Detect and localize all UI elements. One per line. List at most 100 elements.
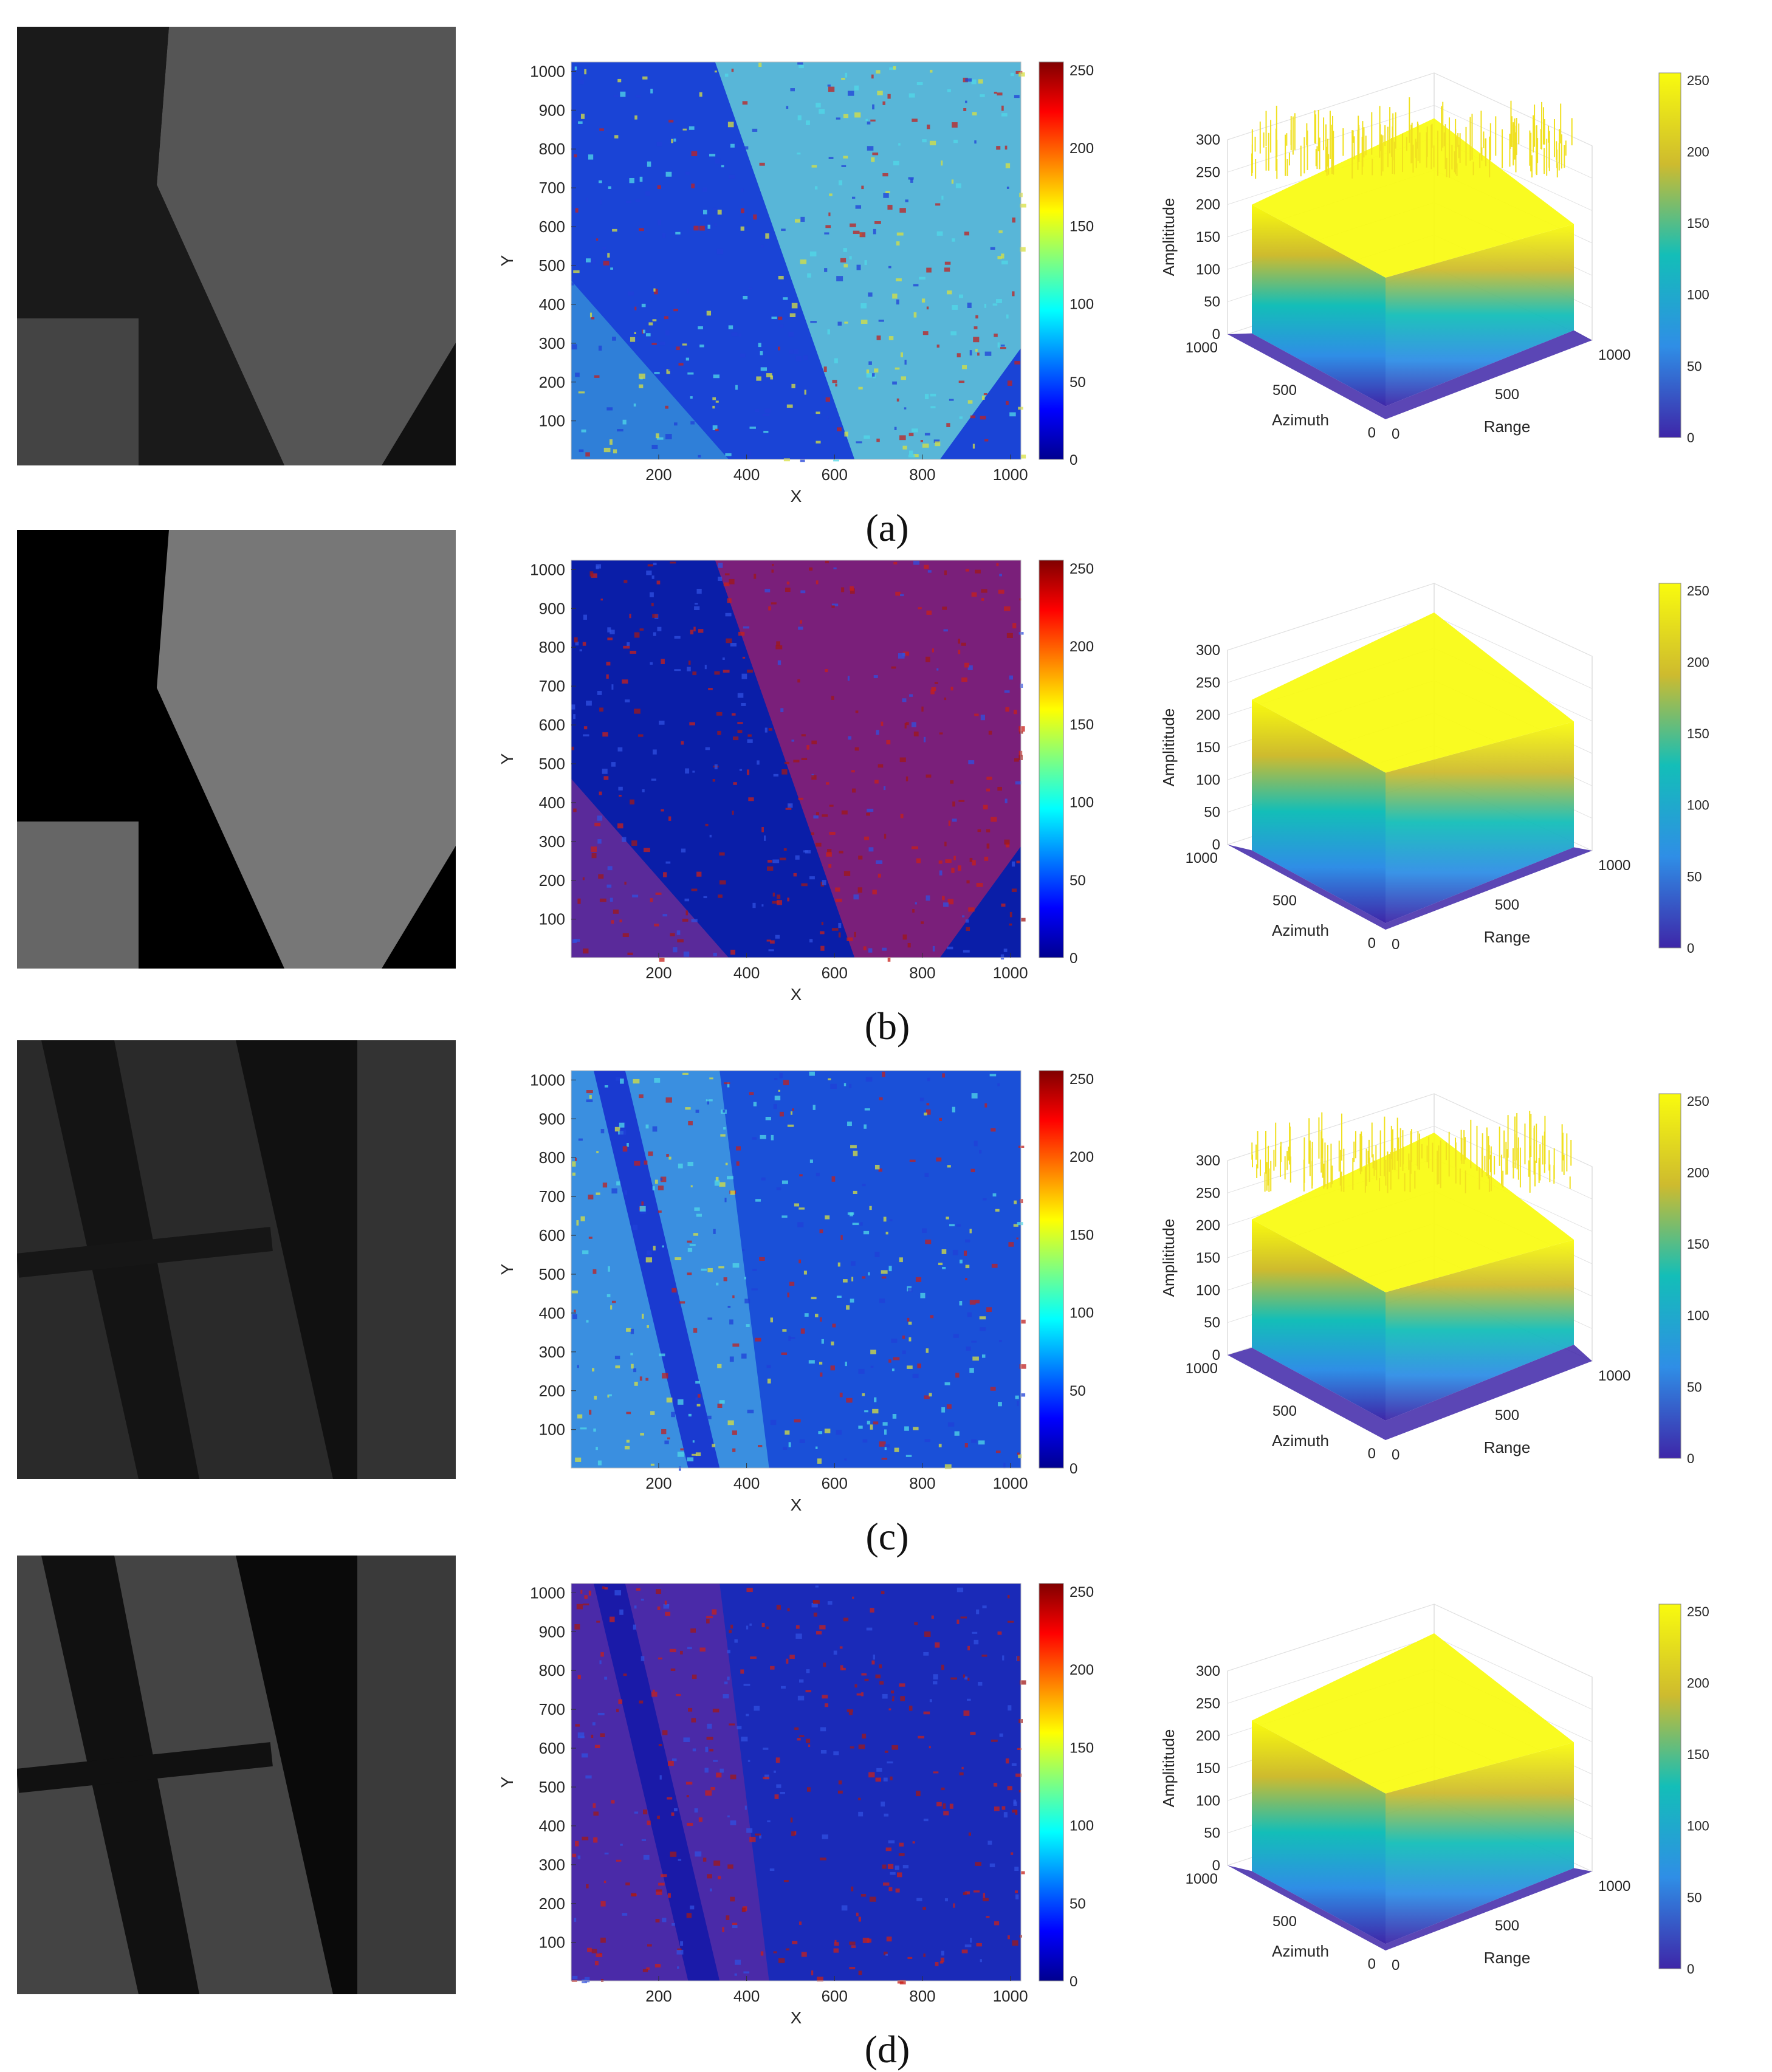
heatmap-speckle xyxy=(1014,1867,1019,1871)
heatmap-speckle xyxy=(912,1373,919,1379)
heatmap-speckle xyxy=(896,241,900,245)
plot-frame xyxy=(571,560,1022,958)
heatmap-speckle xyxy=(574,1309,576,1312)
z-tick-label: 0 xyxy=(1212,1858,1220,1874)
heatmap-speckle xyxy=(749,1836,756,1842)
z-gridline xyxy=(1227,1604,1593,1678)
heatmap-speckle xyxy=(890,1690,895,1693)
heatmap-speckle xyxy=(673,1808,678,1811)
heatmap-speckle xyxy=(1018,407,1023,410)
heatmap-speckle xyxy=(687,1247,693,1252)
heatmap-speckle xyxy=(713,1229,716,1234)
heatmap-speckle xyxy=(811,740,817,744)
heatmap-speckle xyxy=(926,1109,931,1115)
y-tick-label: 900 xyxy=(539,101,565,119)
heatmap-speckle xyxy=(788,331,794,337)
heatmap-speckle xyxy=(584,69,587,75)
heatmap-speckle xyxy=(996,563,999,566)
heatmap-speckle xyxy=(984,439,989,442)
x-tick-label: 400 xyxy=(733,964,760,982)
heatmap-speckle xyxy=(812,1600,819,1603)
heatmap-speckle xyxy=(688,1120,693,1126)
heatmap-speckle xyxy=(1008,1705,1012,1711)
heatmap-speckle xyxy=(741,208,744,214)
heatmap-speckle xyxy=(991,1263,998,1268)
heatmap-speckle xyxy=(664,316,668,320)
heatmap-speckle xyxy=(573,714,576,719)
heatmap-speckle xyxy=(638,734,644,737)
heatmap-speckle xyxy=(600,1129,605,1134)
x-tick-label: 600 xyxy=(822,465,848,484)
heatmap-speckle xyxy=(650,1411,655,1415)
heatmap-speckle xyxy=(870,1608,874,1613)
heatmap-speckle xyxy=(760,1134,766,1139)
heatmap-speckle xyxy=(789,313,796,317)
heatmap-speckle xyxy=(765,233,769,239)
y-tick-label: 500 xyxy=(539,256,565,275)
heatmap-speckle xyxy=(905,722,909,726)
heatmap-speckle xyxy=(742,101,748,105)
heatmap-speckle xyxy=(634,632,640,638)
heatmap-speckle xyxy=(849,256,852,260)
heatmap-speckle xyxy=(877,764,884,768)
heatmap-speckle xyxy=(727,1176,733,1179)
heatmap-speckle xyxy=(620,91,626,97)
heatmap-speckle xyxy=(981,1655,987,1657)
heatmap-speckle xyxy=(631,1893,637,1897)
heatmap-speckle xyxy=(596,1151,599,1153)
heatmap-speckle xyxy=(850,1145,857,1148)
heatmap-speckle xyxy=(923,1954,925,1957)
heatmap-speckle xyxy=(596,1621,600,1623)
heatmap-speckle xyxy=(583,614,587,620)
heatmap-speckle xyxy=(761,244,764,248)
heatmap-speckle xyxy=(648,322,653,326)
heatmap-speckle xyxy=(1010,72,1014,77)
heatmap-speckle xyxy=(950,1677,958,1680)
heatmap-speckle xyxy=(1014,1200,1017,1204)
x-tick-label: 1000 xyxy=(993,1987,1028,2005)
heatmap-speckle xyxy=(941,1787,945,1791)
heatmap-speckle xyxy=(729,174,735,179)
heatmap-speckle xyxy=(948,820,951,826)
heatmap-speckle xyxy=(668,120,674,123)
heatmap-speckle xyxy=(959,1772,964,1775)
heatmap-speckle xyxy=(775,935,780,939)
colorbar-tick-label: 0 xyxy=(1687,1961,1694,1977)
heatmap-speckle xyxy=(699,92,702,97)
heatmap-speckle xyxy=(656,1889,662,1892)
range-tick-label: 500 xyxy=(1495,1407,1519,1424)
heatmap-speckle xyxy=(586,1320,589,1323)
heatmap-speckle xyxy=(574,1918,577,1922)
heatmap-speckle xyxy=(951,868,955,873)
heatmap-speckle xyxy=(819,1362,823,1365)
azimuth-tick-label: 1000 xyxy=(1186,1360,1218,1377)
heatmap-speckle xyxy=(665,330,670,336)
heatmap-speckle xyxy=(963,108,967,111)
heatmap-speckle xyxy=(822,880,826,885)
heatmap-speckle xyxy=(953,1334,959,1338)
heatmap-speckle xyxy=(907,943,911,948)
heatmap-speckle xyxy=(749,287,752,290)
y-axis-label: Y xyxy=(498,1776,517,1788)
y-tick-label: 800 xyxy=(539,1661,565,1679)
sar-image-d xyxy=(17,1556,456,1994)
heatmap-speckle xyxy=(588,1195,594,1199)
heatmap-speckle xyxy=(986,829,991,832)
heatmap-speckle xyxy=(580,1735,585,1738)
heatmap-speckle xyxy=(1009,412,1016,417)
heatmap-speckle xyxy=(781,769,788,775)
heatmap-speckle xyxy=(597,839,602,844)
heatmap-speckle xyxy=(874,1164,880,1170)
heatmap-speckle xyxy=(1019,1199,1023,1204)
heatmap-speckle xyxy=(616,1859,622,1862)
heatmap-speckle xyxy=(949,1224,955,1227)
heatmap-speckle xyxy=(690,629,694,635)
heatmap-speckle xyxy=(691,1718,696,1723)
heatmap-speckle xyxy=(949,399,954,401)
heatmap-speckle xyxy=(836,1295,842,1298)
heatmap-speckle xyxy=(692,1748,696,1752)
colorbar-tick-label: 100 xyxy=(1687,287,1709,303)
heatmap-speckle xyxy=(669,1648,676,1653)
heatmap-speckle xyxy=(885,1232,888,1235)
heatmap-speckle xyxy=(913,454,919,458)
